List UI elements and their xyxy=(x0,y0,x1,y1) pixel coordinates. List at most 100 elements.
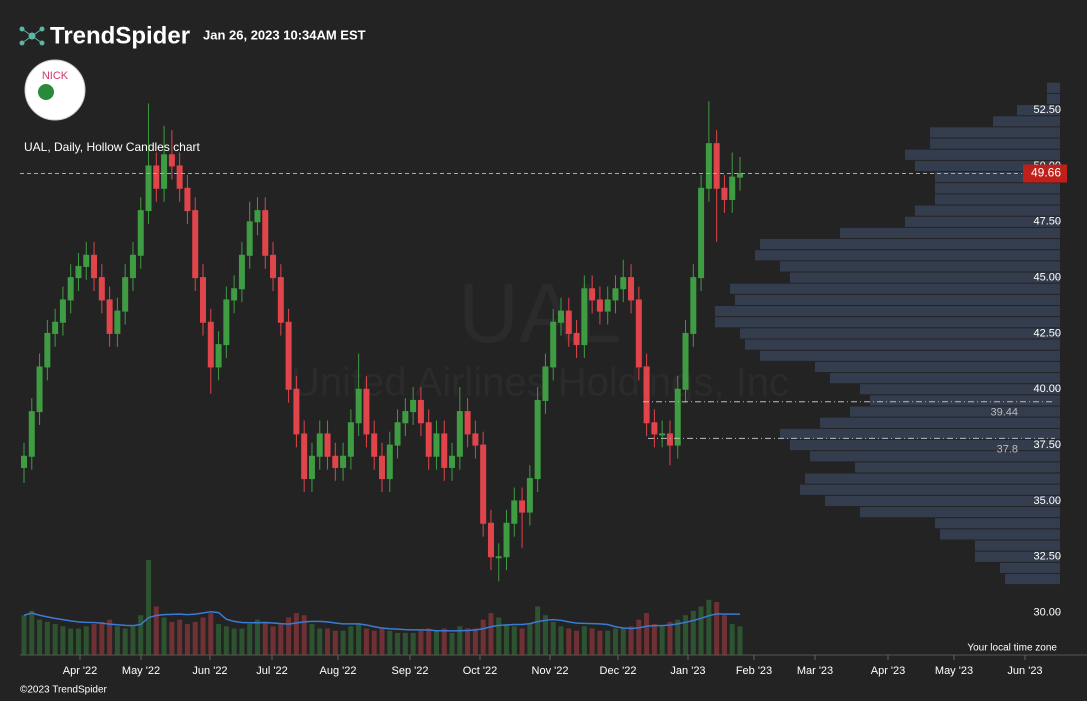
y-tick-label: 37.50 xyxy=(1033,439,1061,451)
candle-body xyxy=(28,411,35,457)
candle-body xyxy=(659,433,666,436)
candle-body xyxy=(254,210,261,223)
x-tick-label: Jul '22 xyxy=(256,665,287,677)
volume-bar xyxy=(91,624,97,655)
candle-body xyxy=(464,411,471,435)
level-label: 39.44 xyxy=(990,407,1018,419)
candle-body xyxy=(425,422,432,457)
profile-bar xyxy=(760,350,1060,361)
candle-body xyxy=(417,399,424,424)
candle-body xyxy=(238,254,245,290)
x-tick-label: Dec '22 xyxy=(600,665,637,677)
watermark-name: United Airlines Holdings, Inc xyxy=(291,361,789,405)
y-tick-label: 42.50 xyxy=(1033,327,1061,339)
brand: TrendSpider xyxy=(50,22,190,49)
volume-average xyxy=(23,610,740,632)
candle-body xyxy=(449,455,456,468)
candle-body xyxy=(713,143,720,189)
x-tick-label: Aug '22 xyxy=(320,665,357,677)
profile-bar xyxy=(850,406,1060,417)
y-tick-label: 52.50 xyxy=(1033,104,1061,116)
candle-body xyxy=(651,422,658,435)
volume-bar xyxy=(317,628,323,655)
candle-body xyxy=(402,411,409,424)
candle-body xyxy=(433,433,440,457)
candle-body xyxy=(91,254,98,279)
candle-body xyxy=(550,321,557,368)
x-tick-label: Feb '23 xyxy=(736,665,772,677)
candle-body xyxy=(690,277,697,334)
candle-body xyxy=(153,165,160,189)
volume-bar xyxy=(309,624,315,655)
candle-body xyxy=(573,332,580,346)
logo xyxy=(24,59,86,121)
x-tick-label: Jun '22 xyxy=(192,665,227,677)
candle-body xyxy=(75,265,82,279)
profile-bar xyxy=(915,205,1060,216)
volume-bar xyxy=(348,626,354,655)
copyright: ©2023 TrendSpider xyxy=(20,685,108,696)
volume-bar xyxy=(706,599,712,655)
candle-body xyxy=(231,288,238,301)
candle-body xyxy=(363,388,370,435)
candle-body xyxy=(340,455,347,468)
candle-body xyxy=(184,187,191,212)
volume-bar xyxy=(574,630,580,655)
logo-coin xyxy=(38,84,54,100)
volume-bar xyxy=(325,628,331,655)
volume-bar xyxy=(200,617,206,655)
volume-bar xyxy=(465,628,471,655)
volume-bar xyxy=(231,628,237,655)
logo-text: NICK xyxy=(42,70,69,82)
volume-bar xyxy=(449,632,455,655)
profile-bar xyxy=(860,507,1060,518)
candle-body xyxy=(705,143,712,189)
candle-body xyxy=(246,221,253,256)
profile-bar xyxy=(755,250,1060,261)
candle-body xyxy=(542,366,549,401)
volume-bar xyxy=(161,617,167,655)
volume-bar xyxy=(146,560,152,655)
profile-bar xyxy=(1047,82,1060,93)
volume-bar xyxy=(223,626,229,655)
volume-bar xyxy=(254,619,260,655)
volume-bar xyxy=(301,615,307,655)
volume-bar xyxy=(184,624,190,655)
x-tick-label: May '23 xyxy=(935,665,973,677)
profile-bar xyxy=(975,551,1060,562)
candle-body xyxy=(379,455,385,480)
profile-bar xyxy=(715,306,1060,317)
candle-body xyxy=(666,433,673,446)
candle-body xyxy=(628,277,635,301)
volume-bar xyxy=(410,632,416,655)
candle-body xyxy=(215,344,222,368)
candle-body xyxy=(293,388,300,435)
volume-bar xyxy=(192,621,198,655)
candle-body xyxy=(729,176,736,200)
x-tick-label: Mar '23 xyxy=(797,665,833,677)
volume-bar xyxy=(177,619,183,655)
volume-bar xyxy=(114,626,120,655)
volume-bar xyxy=(558,626,564,655)
candle-body xyxy=(98,277,105,301)
volume-bar xyxy=(247,624,253,655)
volume-bar xyxy=(651,624,657,655)
volume-bar xyxy=(683,615,689,655)
profile-bar xyxy=(745,339,1060,350)
volume-bar xyxy=(542,615,548,655)
volume-bar xyxy=(714,601,720,655)
profile-bar xyxy=(930,138,1060,149)
profile-bar xyxy=(840,227,1060,239)
profile-bar xyxy=(805,473,1060,484)
volume-bar xyxy=(371,630,377,655)
volume-bar xyxy=(122,628,128,655)
profile-bar xyxy=(830,373,1060,384)
x-tick-label: Jun '23 xyxy=(1007,665,1042,677)
profile-bar xyxy=(940,529,1060,540)
candle-body xyxy=(207,321,214,368)
candle-body xyxy=(168,154,175,167)
volume-bar xyxy=(402,632,408,655)
candle-body xyxy=(308,455,315,480)
volume-bar xyxy=(68,628,74,655)
